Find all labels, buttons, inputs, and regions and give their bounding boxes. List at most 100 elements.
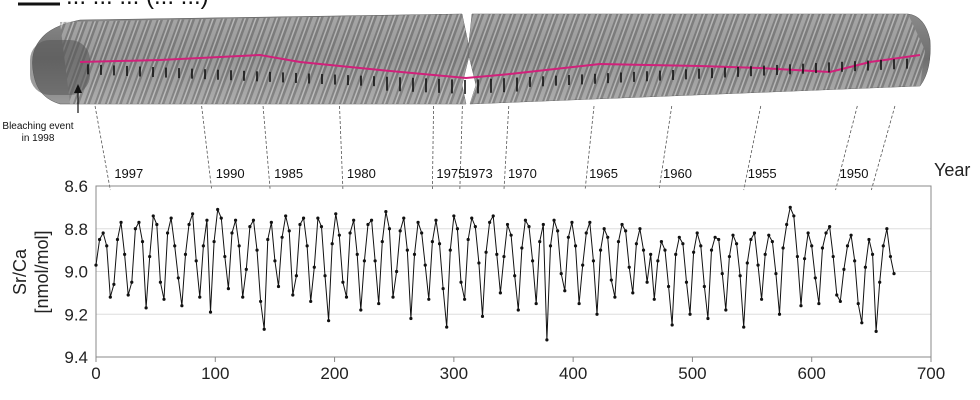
data-point bbox=[831, 254, 835, 259]
year-label: 1980 bbox=[347, 166, 376, 181]
coral-slab bbox=[30, 13, 931, 105]
data-point bbox=[480, 314, 485, 318]
data-point bbox=[276, 284, 281, 289]
data-point bbox=[169, 216, 173, 220]
slab-right-bands bbox=[468, 14, 925, 104]
data-point bbox=[591, 259, 596, 263]
data-point bbox=[251, 218, 256, 222]
data-point bbox=[112, 282, 116, 286]
year-connector bbox=[835, 105, 858, 191]
data-point bbox=[616, 239, 621, 244]
y-tick-label: 9.0 bbox=[64, 263, 88, 282]
data-point bbox=[731, 233, 735, 237]
data-point bbox=[445, 325, 449, 329]
data-point bbox=[498, 291, 502, 295]
data-point bbox=[187, 222, 191, 227]
data-point bbox=[151, 214, 155, 218]
data-point bbox=[763, 252, 767, 256]
sampling-track bbox=[79, 53, 921, 80]
data-point bbox=[677, 235, 681, 239]
data-point bbox=[820, 246, 825, 250]
data-point bbox=[842, 267, 846, 271]
data-point bbox=[423, 263, 427, 267]
data-point bbox=[853, 259, 857, 263]
data-point bbox=[337, 233, 341, 237]
y-axis-title-line-2: [nmol/mol] bbox=[32, 230, 52, 313]
data-point bbox=[330, 242, 334, 246]
data-point bbox=[738, 274, 742, 278]
data-point bbox=[348, 231, 352, 235]
data-point bbox=[824, 231, 828, 235]
data-point bbox=[566, 235, 570, 239]
data-point bbox=[309, 299, 313, 304]
data-point bbox=[810, 244, 814, 248]
data-point bbox=[180, 304, 184, 308]
data-point bbox=[602, 227, 606, 231]
data-point bbox=[598, 248, 603, 252]
data-point bbox=[448, 248, 452, 252]
data-point bbox=[767, 233, 771, 237]
data-point bbox=[692, 250, 696, 254]
data-point bbox=[666, 284, 671, 289]
data-point bbox=[409, 316, 413, 321]
data-point bbox=[863, 265, 867, 269]
data-point bbox=[688, 312, 692, 316]
data-point bbox=[695, 231, 699, 235]
bleaching-annotation: Bleaching event in 1998 bbox=[2, 84, 82, 144]
data-point bbox=[548, 244, 553, 248]
data-point bbox=[523, 218, 528, 222]
year-connector bbox=[201, 105, 213, 191]
annotation-line-2: in 1998 bbox=[22, 133, 55, 144]
year-label: 1955 bbox=[748, 166, 777, 181]
data-point bbox=[115, 237, 120, 242]
data-point bbox=[484, 250, 488, 254]
data-point bbox=[384, 210, 388, 214]
data-point bbox=[123, 252, 127, 256]
data-point bbox=[359, 308, 363, 312]
data-point bbox=[538, 239, 542, 244]
data-point bbox=[552, 218, 556, 222]
data-point bbox=[799, 304, 803, 308]
data-point bbox=[434, 218, 438, 222]
data-point bbox=[362, 259, 366, 263]
year-connector bbox=[459, 105, 463, 191]
data-point bbox=[266, 237, 270, 242]
data-point bbox=[216, 207, 220, 212]
x-tick-label: 300 bbox=[440, 364, 468, 383]
x-tick-label: 600 bbox=[798, 364, 826, 383]
data-point bbox=[430, 239, 434, 244]
data-point bbox=[488, 220, 492, 224]
data-point bbox=[183, 252, 188, 256]
data-point bbox=[148, 254, 152, 259]
data-point bbox=[158, 280, 163, 284]
plot-area: 8.6 8.8 9.0 9.2 9.4 0 100 200 300 400 500 600 700 bbox=[64, 177, 945, 383]
data-point bbox=[119, 220, 123, 224]
data-point bbox=[327, 319, 331, 323]
data-point bbox=[509, 233, 513, 237]
data-point bbox=[581, 263, 585, 267]
data-point bbox=[223, 254, 227, 259]
data-point bbox=[105, 244, 109, 248]
year-connector bbox=[339, 105, 344, 191]
data-point bbox=[344, 295, 349, 299]
data-point bbox=[280, 235, 284, 239]
data-point bbox=[663, 248, 667, 252]
data-point bbox=[395, 269, 399, 274]
title-area: ... ... ... (... ...) bbox=[18, 0, 209, 10]
data-point bbox=[398, 229, 402, 233]
data-point bbox=[760, 297, 764, 301]
data-point bbox=[173, 244, 177, 248]
x-tick-label: 400 bbox=[559, 364, 587, 383]
data-point bbox=[130, 280, 134, 284]
data-point bbox=[631, 291, 635, 295]
year-label: 1965 bbox=[589, 166, 618, 181]
data-point bbox=[634, 242, 638, 246]
data-point bbox=[495, 252, 499, 256]
data-point bbox=[874, 329, 878, 333]
data-point bbox=[620, 222, 624, 227]
data-point bbox=[641, 248, 646, 252]
data-point bbox=[94, 263, 98, 267]
data-point bbox=[140, 239, 145, 244]
data-point bbox=[377, 301, 381, 306]
